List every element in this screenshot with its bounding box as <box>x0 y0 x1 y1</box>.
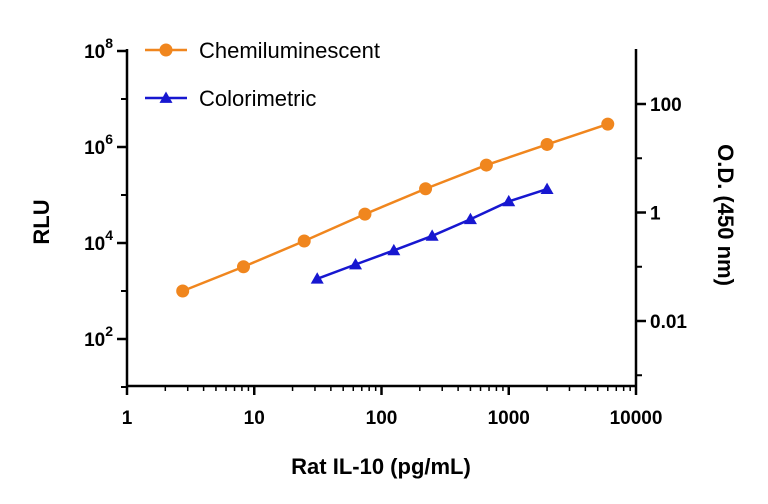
data-point-colorimetric <box>463 212 477 225</box>
data-point-chemiluminescent <box>297 234 311 248</box>
data-point-colorimetric <box>540 182 554 194</box>
data-point-chemiluminescent <box>540 137 554 151</box>
data-point-colorimetric <box>349 258 363 270</box>
data-point-colorimetric <box>502 194 516 207</box>
x-tick-label: 1 <box>122 408 133 429</box>
legend-label-colorimetric: Colorimetric <box>199 86 316 111</box>
series-line-chemiluminescent <box>182 122 609 293</box>
series-layer <box>176 117 615 298</box>
data-point-chemiluminescent <box>358 207 372 221</box>
legend-marker-colorimetric <box>159 91 173 103</box>
y-left-tick-label: 106 <box>84 131 113 159</box>
y-right-tick-label: 100 <box>650 95 682 116</box>
y-left-tick-label: 108 <box>84 35 113 63</box>
y-left-tick-label: 102 <box>84 323 113 351</box>
x-axis-title: Rat IL-10 (pg/mL) <box>291 454 471 479</box>
legend: Chemiluminescent Colorimetric <box>145 38 380 111</box>
legend-marker-chemiluminescent <box>159 43 173 57</box>
y-right-tick-label: 0.01 <box>650 312 687 333</box>
y-left-tick-label: 104 <box>84 227 113 255</box>
data-point-chemiluminescent <box>601 117 615 131</box>
y-left-axis-title: RLU <box>29 199 54 244</box>
x-axis-ticks: 1 10 100 1000 10000 <box>122 386 663 429</box>
y-right-tick-label: 1 <box>650 204 661 225</box>
data-point-chemiluminescent <box>479 158 493 172</box>
data-point-colorimetric <box>425 229 439 241</box>
legend-label-chemiluminescent: Chemiluminescent <box>199 38 380 63</box>
data-point-chemiluminescent <box>236 260 250 274</box>
data-point-chemiluminescent <box>419 182 433 196</box>
y-right-axis-title: O.D. (450 nm) <box>713 144 738 286</box>
x-tick-label: 1000 <box>488 408 530 429</box>
y-right-axis-ticks: 0.01 1 100 <box>636 95 687 377</box>
data-point-chemiluminescent <box>176 284 190 298</box>
data-point-colorimetric <box>387 243 401 256</box>
x-tick-label: 10 <box>244 408 265 429</box>
x-tick-label: 10000 <box>610 408 663 429</box>
x-tick-label: 100 <box>366 408 398 429</box>
data-point-colorimetric <box>310 272 324 284</box>
y-left-axis-ticks: 102 104 106 108 <box>84 35 127 388</box>
